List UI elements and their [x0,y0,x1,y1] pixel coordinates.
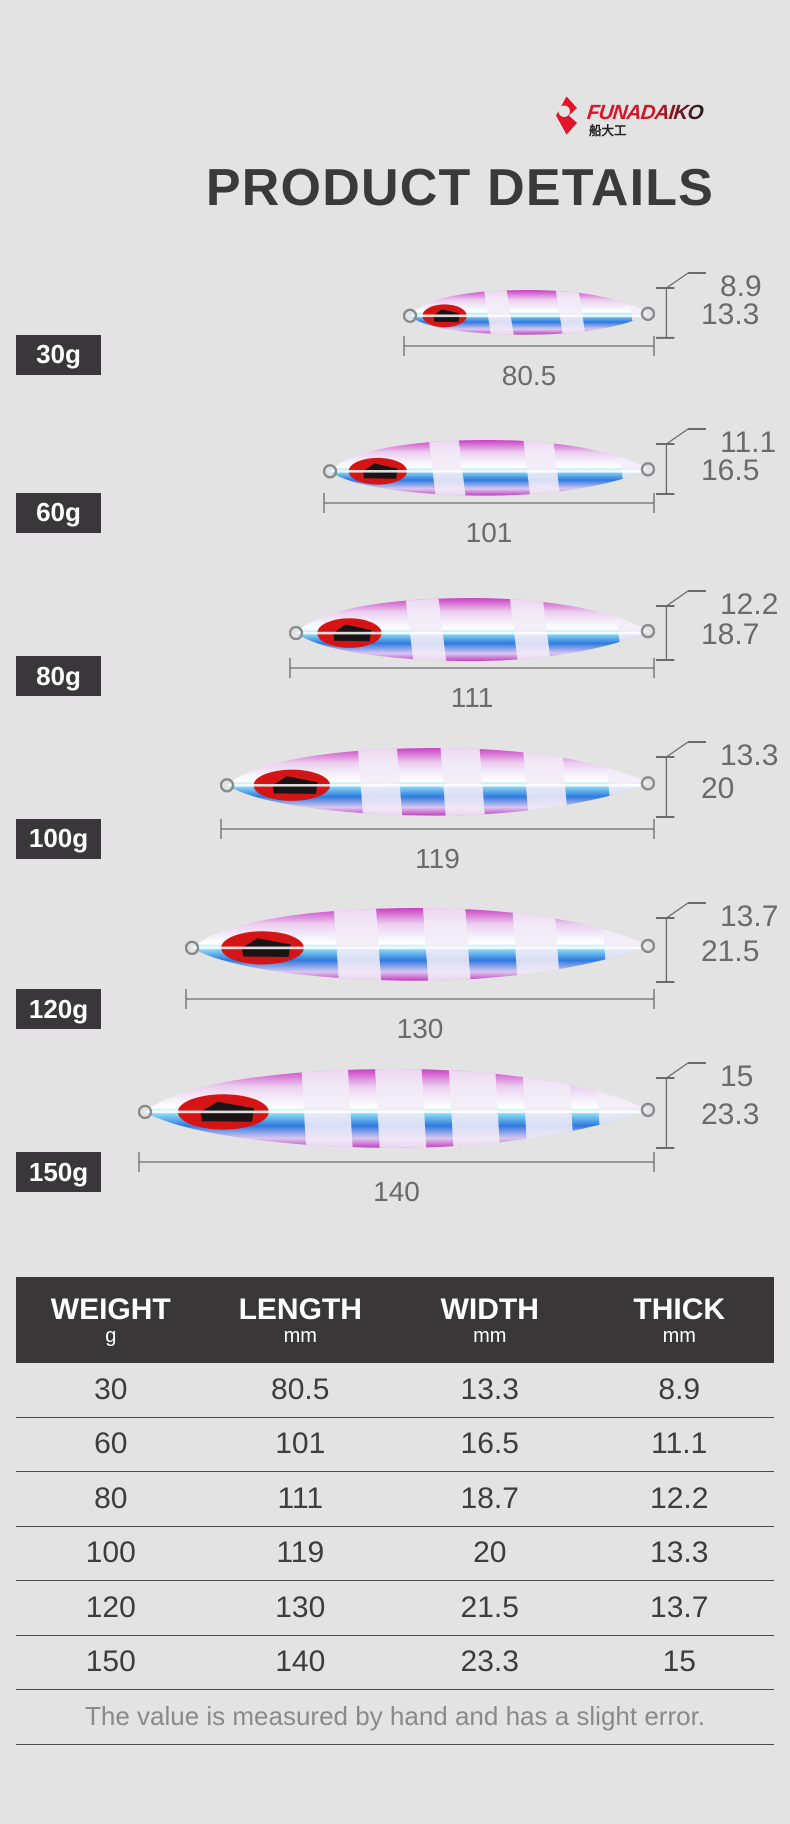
svg-text:13.3: 13.3 [701,298,759,331]
svg-text:船大工: 船大工 [589,123,627,138]
svg-text:21.5: 21.5 [701,935,759,968]
svg-text:FUNADAIKO: FUNADAIKO [586,101,705,124]
svg-text:13.3: 13.3 [720,739,778,772]
svg-text:12.2: 12.2 [720,588,778,621]
svg-text:23.3: 23.3 [701,1098,759,1131]
svg-text:16.5: 16.5 [701,454,759,487]
svg-text:18.7: 18.7 [701,618,759,651]
svg-text:15: 15 [720,1060,753,1093]
svg-text:13.7: 13.7 [720,900,778,933]
svg-text:20: 20 [701,772,734,805]
